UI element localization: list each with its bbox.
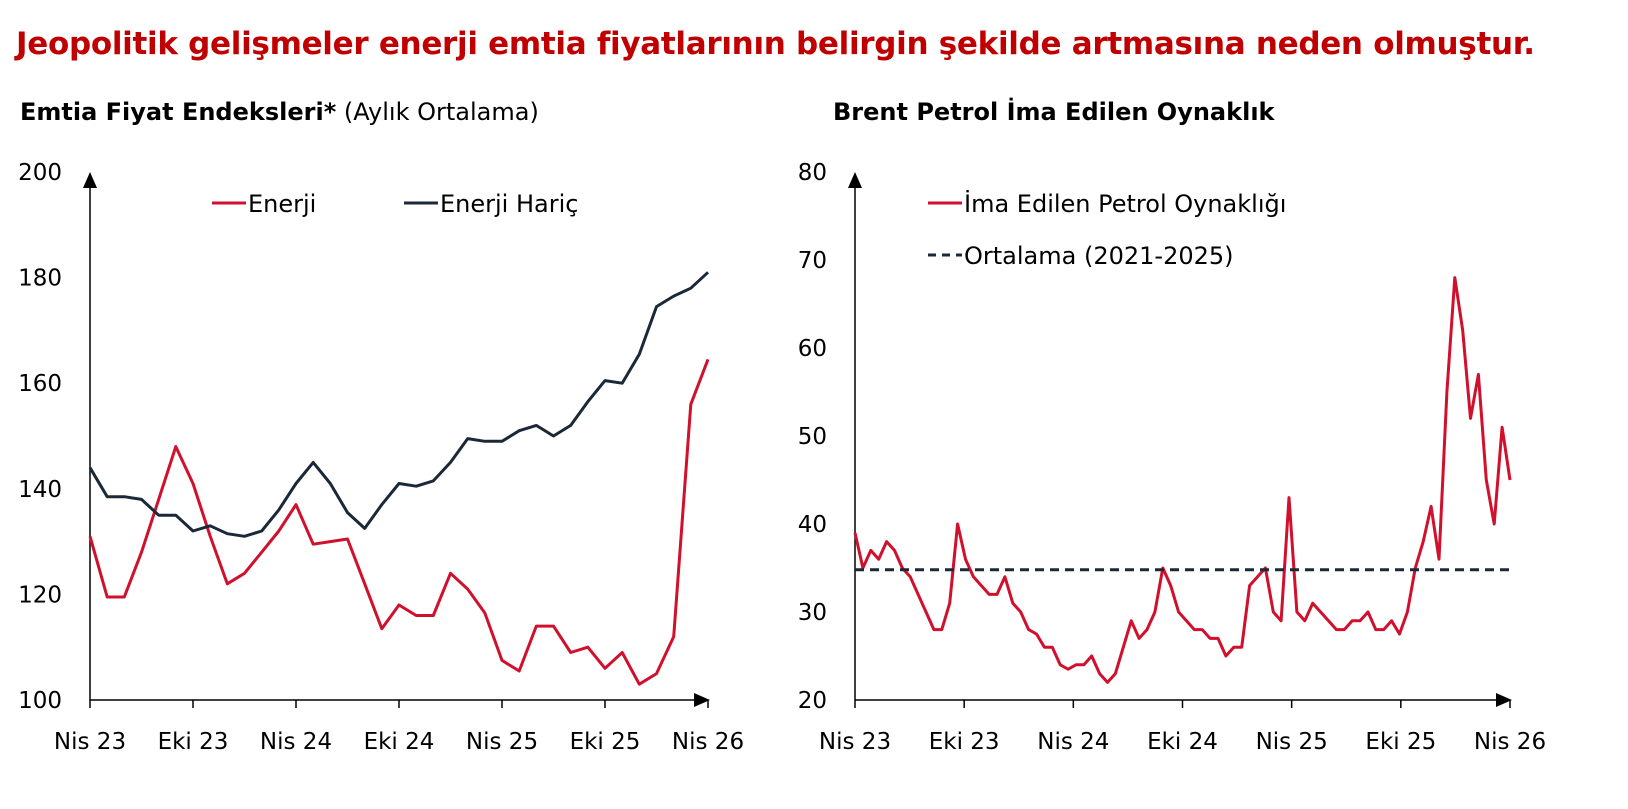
chart2-x-tick-label: Eki 24 <box>1147 729 1218 755</box>
chart2-y-tick-label: 60 <box>798 336 827 362</box>
chart2-x-tick-label: Nis 23 <box>819 729 891 755</box>
chart1-series-2-line <box>88 271 710 538</box>
chart2-y-axis-arrow <box>848 172 862 188</box>
chart1-x-tick-label: Nis 23 <box>54 729 126 755</box>
chart1-y-tick-label: 180 <box>18 266 62 292</box>
chart1-y-tick-label: 120 <box>18 582 62 608</box>
chart2-y-tick-label: 50 <box>798 424 827 450</box>
chart1-y-tick-label: 200 <box>18 160 62 186</box>
chart2-y-tick-label: 20 <box>798 688 827 714</box>
chart2-y-tick-label: 70 <box>798 248 827 274</box>
chart2-y-tick-label: 30 <box>798 600 827 626</box>
chart1-x-tick-label: Eki 25 <box>570 729 641 755</box>
chart2-x-tick-label: Nis 26 <box>1474 729 1546 755</box>
right-chart-title: Brent Petrol İma Edilen Oynaklık <box>833 98 1275 126</box>
chart2-x-axis-arrow <box>1496 693 1512 707</box>
chart1-y-axis-arrow <box>83 172 97 188</box>
chart1-x-axis-arrow <box>694 693 710 707</box>
chart1-y-tick-label: 160 <box>18 371 62 397</box>
chart1-x-tick-label: Nis 25 <box>466 729 538 755</box>
chart1-x-tick-label: Eki 24 <box>364 729 435 755</box>
chart2-x-tick-label: Eki 25 <box>1365 729 1436 755</box>
chart2-legend-label-1: İma Edilen Petrol Oynaklığı <box>964 189 1286 218</box>
chart1-x-tick-label: Nis 26 <box>672 729 744 755</box>
chart2-series-1-line <box>853 276 1512 684</box>
chart1-x-tick-label: Eki 23 <box>158 729 229 755</box>
left-chart-title: Emtia Fiyat Endeksleri* (Aylık Ortalama) <box>20 98 539 126</box>
chart1-y-tick-label: 100 <box>18 688 62 714</box>
chart1-legend-label-1: Enerji <box>248 190 316 218</box>
chart2-x-tick-label: Nis 25 <box>1256 729 1328 755</box>
chart2-y-tick-label: 80 <box>798 160 827 186</box>
left-chart-title-note: (Aylık Ortalama) <box>343 98 539 126</box>
chart2-x-tick-label: Nis 24 <box>1037 729 1109 755</box>
chart1-series-1-line <box>88 358 710 686</box>
chart1-x-tick-label: Nis 24 <box>260 729 332 755</box>
chart1-y-tick-label: 140 <box>18 477 62 503</box>
headline: Jeopolitik gelişmeler enerji emtia fiyat… <box>16 26 1535 62</box>
right-chart-title-main: Brent Petrol İma Edilen Oynaklık <box>833 98 1275 126</box>
chart1-legend-label-2: Enerji Hariç <box>440 190 578 218</box>
chart2-x-tick-label: Eki 23 <box>929 729 1000 755</box>
chart2-y-tick-label: 40 <box>798 512 827 538</box>
left-chart-title-main: Emtia Fiyat Endeksleri* <box>20 98 337 126</box>
chart2-legend-label-2: Ortalama (2021-2025) <box>964 242 1234 270</box>
